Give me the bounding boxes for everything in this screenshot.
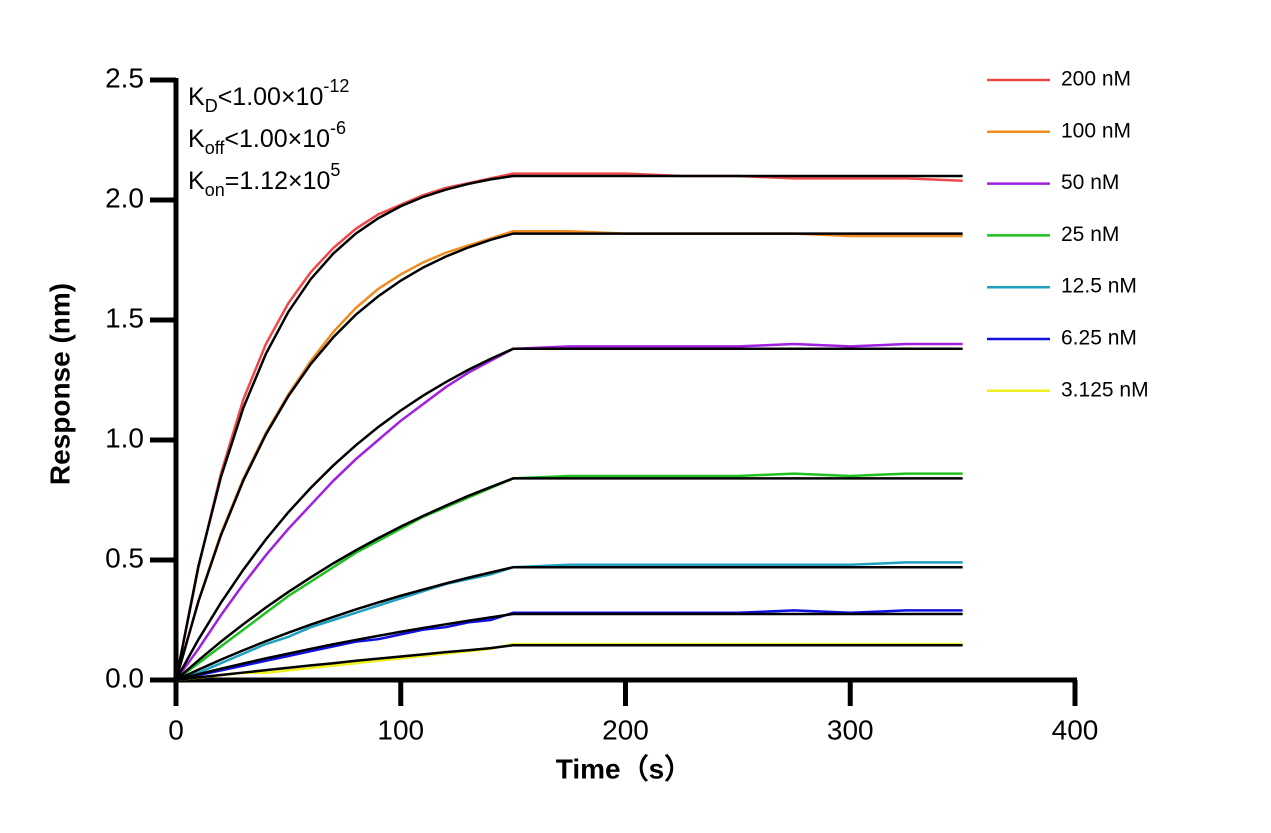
annotation-text: <1.00×10 xyxy=(218,83,324,111)
legend-label: 3.125 nM xyxy=(1061,378,1149,401)
data-line xyxy=(175,561,963,682)
legend-label: 6.25 nM xyxy=(1061,327,1137,350)
y-tick-label: 2.5 xyxy=(105,62,144,93)
data-line xyxy=(174,172,963,681)
annotation-sub: on xyxy=(205,180,225,200)
y-tick-label: 0.0 xyxy=(105,662,144,693)
fit-line xyxy=(175,565,963,682)
x-tick-label: 300 xyxy=(827,714,874,745)
x-tick-label: 0 xyxy=(168,714,184,745)
annotation-sup: -6 xyxy=(330,118,346,138)
data-line xyxy=(174,342,963,681)
legend-label: 100 nM xyxy=(1061,119,1131,142)
x-tick-label: 200 xyxy=(602,714,649,745)
annotation-sup: 5 xyxy=(330,160,340,180)
data-line xyxy=(175,609,963,682)
fit-line xyxy=(175,643,963,682)
y-tick-label: 1.0 xyxy=(105,422,144,453)
y-tick-label: 0.5 xyxy=(105,542,144,573)
x-tick-label: 100 xyxy=(377,714,424,745)
x-tick-label: 400 xyxy=(1052,714,1099,745)
legend-label: 200 nM xyxy=(1061,68,1131,91)
annotation-main: K xyxy=(188,125,205,153)
y-axis-title: Response (nm) xyxy=(44,283,75,485)
annotation-sub: off xyxy=(205,138,226,158)
annotation-sub: D xyxy=(205,96,218,116)
y-tick-label: 2.0 xyxy=(105,182,144,213)
annotation-sup: -12 xyxy=(323,76,349,96)
annotation: Koff<1.00×10-6 xyxy=(188,118,346,158)
fit-line xyxy=(174,347,963,681)
fit-line xyxy=(175,612,963,682)
fit-line xyxy=(174,174,963,681)
annotation-text: <1.00×10 xyxy=(224,125,330,153)
fit-line xyxy=(175,477,963,681)
annotation-main: K xyxy=(188,83,205,111)
annotation: KD<1.00×10-12 xyxy=(188,76,349,116)
data-line xyxy=(175,642,963,682)
annotation-text: =1.12×10 xyxy=(225,167,331,195)
annotation: Kon=1.12×105 xyxy=(188,160,340,200)
legend-label: 25 nM xyxy=(1061,223,1119,246)
x-axis-title: Time（s） xyxy=(556,752,692,784)
legend-label: 50 nM xyxy=(1061,171,1119,194)
fit-line xyxy=(174,232,963,681)
annotation-main: K xyxy=(188,167,205,195)
y-tick-label: 1.5 xyxy=(105,302,144,333)
legend-label: 12.5 nM xyxy=(1061,275,1137,298)
